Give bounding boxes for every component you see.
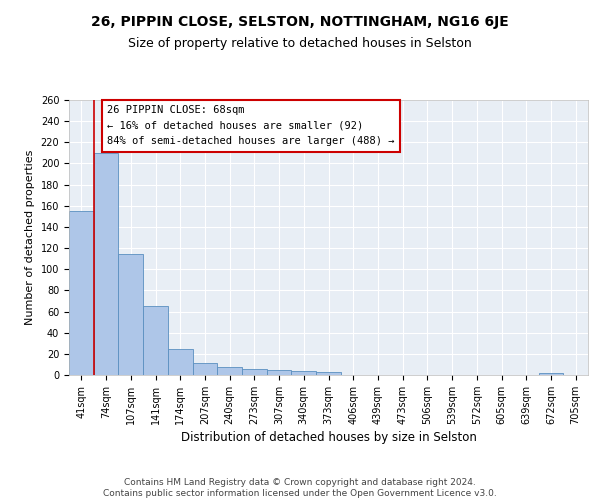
- Bar: [217, 366, 242, 375]
- Text: Contains HM Land Registry data © Crown copyright and database right 2024.
Contai: Contains HM Land Registry data © Crown c…: [103, 478, 497, 498]
- Bar: [267, 370, 292, 375]
- Bar: [292, 371, 316, 375]
- Bar: [69, 211, 94, 375]
- Bar: [539, 373, 563, 375]
- Bar: [193, 364, 217, 375]
- Bar: [168, 348, 193, 375]
- X-axis label: Distribution of detached houses by size in Selston: Distribution of detached houses by size …: [181, 431, 476, 444]
- Text: Size of property relative to detached houses in Selston: Size of property relative to detached ho…: [128, 38, 472, 51]
- Y-axis label: Number of detached properties: Number of detached properties: [25, 150, 35, 325]
- Bar: [94, 153, 118, 375]
- Text: 26, PIPPIN CLOSE, SELSTON, NOTTINGHAM, NG16 6JE: 26, PIPPIN CLOSE, SELSTON, NOTTINGHAM, N…: [91, 15, 509, 29]
- Bar: [316, 372, 341, 375]
- Bar: [242, 368, 267, 375]
- Bar: [143, 306, 168, 375]
- Text: 26 PIPPIN CLOSE: 68sqm
← 16% of detached houses are smaller (92)
84% of semi-det: 26 PIPPIN CLOSE: 68sqm ← 16% of detached…: [107, 106, 395, 146]
- Bar: [118, 254, 143, 375]
